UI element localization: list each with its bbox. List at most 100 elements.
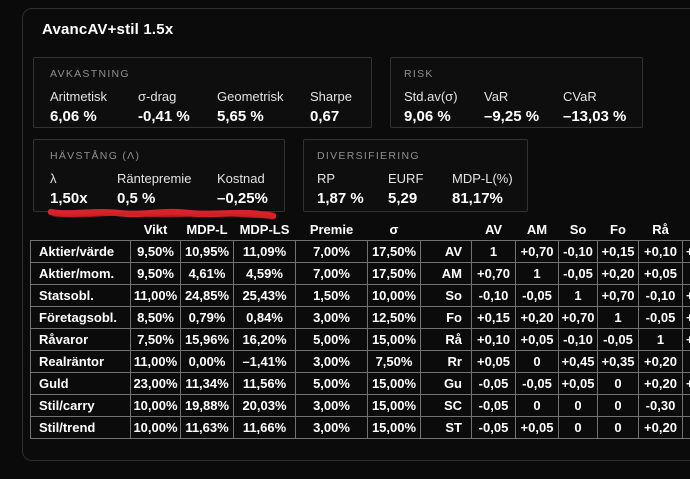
metric-value: –9,25 % — [484, 108, 540, 125]
metric-label: CVaR — [563, 89, 597, 104]
corr-cell: 0 — [515, 394, 559, 417]
corr-cell: 0 — [558, 394, 598, 417]
corr-cell: +0,70 — [471, 262, 516, 285]
metric-value: –13,03 % — [563, 108, 627, 125]
metric-label: RP — [317, 171, 336, 186]
value-cell: 11,34% — [180, 372, 234, 395]
corr-cell: 1 — [515, 262, 559, 285]
value-cell: 4,59% — [233, 262, 296, 285]
value-cell: 10,95% — [180, 240, 234, 263]
table-row: Aktier/mom. 9,50% 4,61% 4,59% 7,00% 17,5… — [30, 262, 690, 285]
col-header-premie: Premie — [309, 221, 354, 237]
col-header-am: AM — [526, 221, 548, 237]
panel-risk-metrics: Std.av(σ) 9,06 % VaR –9,25 % CVaR –13,03… — [404, 89, 642, 125]
metric-rantepremie: Räntepremie 0,5 % — [117, 171, 217, 207]
panel-avkastning-label: AVKASTNING — [50, 68, 130, 80]
corr-label-cell: Gu — [420, 372, 472, 395]
corr-cell-clipped: + — [682, 372, 690, 395]
metric-label: Geometrisk — [217, 89, 284, 104]
value-cell: 19,88% — [180, 394, 234, 417]
value-cell: 16,20% — [233, 328, 296, 351]
corr-cell: 1 — [558, 284, 598, 307]
panel-avkastning: AVKASTNING Aritmetisk 6,06 % σ-drag -0,4… — [33, 57, 372, 128]
asset-name-cell: Råvaror — [30, 328, 131, 351]
value-cell: 9,50% — [130, 262, 181, 285]
corr-cell: -0,05 — [515, 372, 559, 395]
corr-label-cell: AV — [420, 240, 472, 263]
value-cell: 7,00% — [295, 240, 368, 263]
panel-diversifiering: DIVERSIFIERING RP 1,87 % EURF 5,29 MDP-L… — [303, 139, 528, 212]
col-header-sigma: σ — [389, 221, 399, 237]
value-cell: 17,50% — [367, 240, 421, 263]
corr-cell: +0,20 — [515, 306, 559, 329]
value-cell: 3,00% — [295, 416, 368, 439]
metric-value: 9,06 % — [404, 108, 451, 125]
value-cell: 11,09% — [233, 240, 296, 263]
corr-cell: -0,10 — [558, 240, 598, 263]
value-cell: 24,85% — [180, 284, 234, 307]
corr-cell: -0,10 — [558, 328, 598, 351]
corr-cell: 1 — [638, 328, 683, 351]
value-cell: 11,66% — [233, 416, 296, 439]
metric-sharpe: Sharpe 0,67 — [310, 89, 352, 125]
value-cell: 17,50% — [367, 262, 421, 285]
value-cell: 11,56% — [233, 372, 296, 395]
corr-cell-clipped — [682, 416, 690, 439]
corr-cell: +0,05 — [471, 350, 516, 373]
value-cell: 23,00% — [130, 372, 181, 395]
corr-cell-clipped — [682, 350, 690, 373]
value-cell: 9,50% — [130, 240, 181, 263]
corr-cell: -0,10 — [471, 284, 516, 307]
value-cell: 3,00% — [295, 306, 368, 329]
corr-cell: 1 — [597, 306, 639, 329]
value-cell: 10,00% — [130, 394, 181, 417]
metric-value: 5,65 % — [217, 108, 264, 125]
red-marker-underline-annotation — [47, 208, 276, 220]
col-header-mdpl: MDP-L — [186, 221, 228, 237]
metric-eurf: EURF 5,29 — [388, 171, 452, 207]
value-cell: 0,84% — [233, 306, 296, 329]
corr-cell: -0,05 — [471, 416, 516, 439]
asset-name-cell: Aktier/värde — [30, 240, 131, 263]
metric-label: Aritmetisk — [50, 89, 108, 104]
metric-label: Kostnad — [217, 171, 265, 186]
corr-cell: 1 — [471, 240, 516, 263]
corr-cell: -0,05 — [471, 372, 516, 395]
metric-value: -0,41 % — [138, 108, 190, 125]
col-header-cut — [683, 218, 690, 241]
panel-havstang: HÄVSTÅNG (Λ) λ 1,50x Räntepremie 0,5 % K… — [33, 139, 285, 212]
metric-kostnad: Kostnad –0,25% — [217, 171, 268, 207]
corr-cell: +0,15 — [597, 240, 639, 263]
metric-value: 1,87 % — [317, 190, 364, 207]
table-row: Guld 23,00% 11,34% 11,56% 5,00% 15,00% G… — [30, 372, 690, 395]
metric-cvar: CVaR –13,03 % — [563, 89, 626, 125]
corr-cell: +0,20 — [597, 262, 639, 285]
table-row: Stil/trend 10,00% 11,63% 11,66% 3,00% 15… — [30, 416, 690, 439]
table-row: Realräntor 11,00% 0,00% –1,41% 3,00% 7,5… — [30, 350, 690, 373]
corr-label-cell: Rå — [420, 328, 472, 351]
value-cell: 8,50% — [130, 306, 181, 329]
value-cell: 7,50% — [367, 350, 421, 373]
value-cell: 11,00% — [130, 284, 181, 307]
corr-cell: 0 — [558, 416, 598, 439]
corr-cell: +0,20 — [638, 350, 683, 373]
panel-havstang-label: HÄVSTÅNG (Λ) — [50, 150, 141, 162]
corr-cell-clipped — [682, 394, 690, 417]
corr-cell: 0 — [597, 372, 639, 395]
corr-cell: +0,70 — [597, 284, 639, 307]
corr-cell: -0,05 — [515, 284, 559, 307]
corr-cell: +0,45 — [558, 350, 598, 373]
metric-label: EURF — [388, 171, 424, 186]
metric-lambda: λ 1,50x — [50, 171, 117, 207]
corr-cell-clipped — [682, 262, 690, 285]
value-cell: –1,41% — [233, 350, 296, 373]
panel-avkastning-metrics: Aritmetisk 6,06 % σ-drag -0,41 % Geometr… — [50, 89, 371, 125]
page-title: AvancAV+stil 1.5x — [42, 21, 174, 38]
value-cell: 0,79% — [180, 306, 234, 329]
corr-cell: 0 — [515, 350, 559, 373]
table-header-row: Vikt MDP-L MDP-LS Premie σ AV AM So Fo R… — [31, 218, 690, 241]
value-cell: 5,00% — [295, 372, 368, 395]
corr-cell: +0,05 — [638, 262, 683, 285]
corr-cell: +0,05 — [515, 416, 559, 439]
value-cell: 4,61% — [180, 262, 234, 285]
